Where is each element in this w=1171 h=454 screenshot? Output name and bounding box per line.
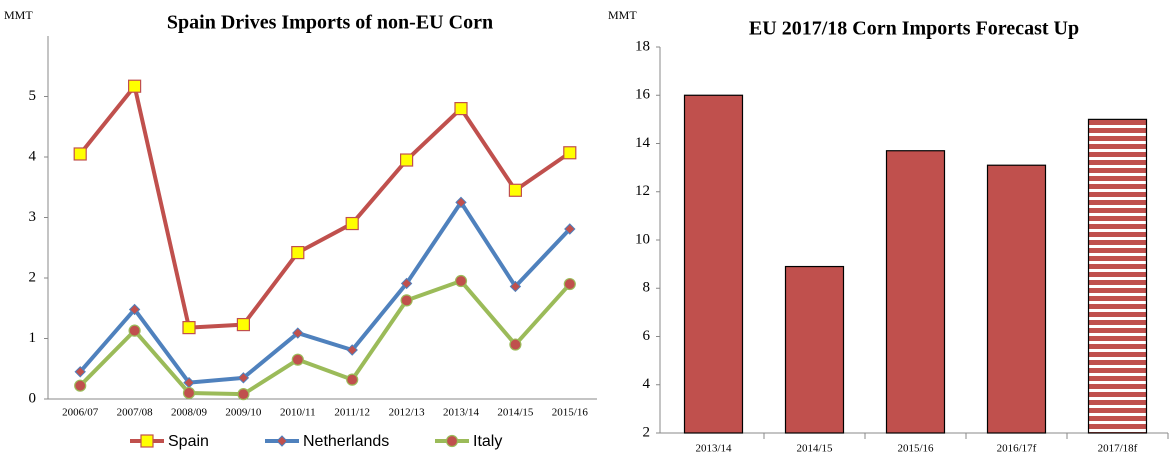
bar xyxy=(986,164,1047,434)
x-tick-label: 2008/09 xyxy=(171,407,208,419)
marker xyxy=(74,366,86,378)
marker xyxy=(237,388,250,401)
unit-label: MMT xyxy=(4,8,33,22)
marker xyxy=(128,324,141,337)
x-tick-label: 2015/16 xyxy=(897,443,934,454)
y-tick-label: 1 xyxy=(29,330,37,346)
x-tick-label: 2013/14 xyxy=(443,407,480,419)
x-tick-label: 2012/13 xyxy=(389,407,426,419)
y-tick-label: 4 xyxy=(643,376,651,392)
line xyxy=(78,200,572,385)
x-tick-label: 2016/17f xyxy=(997,443,1037,454)
y-tick-label: 12 xyxy=(635,183,650,199)
y-tick-label: 14 xyxy=(635,135,651,151)
marker xyxy=(128,303,141,316)
marker xyxy=(509,280,522,293)
marker xyxy=(237,372,250,384)
legend-marker xyxy=(276,435,288,447)
x-tick-label: 2014/15 xyxy=(497,407,534,419)
x-tick-label: 2011/12 xyxy=(334,407,370,419)
marker xyxy=(400,277,413,290)
marker xyxy=(346,344,358,356)
y-tick-label: 4 xyxy=(29,148,37,164)
line xyxy=(78,84,571,330)
marker xyxy=(564,223,576,235)
legend-marker xyxy=(445,434,459,448)
marker xyxy=(346,373,359,386)
bar xyxy=(784,265,845,434)
marker xyxy=(455,196,467,209)
x-tick-label: 2014/15 xyxy=(796,443,833,454)
bar xyxy=(885,150,946,434)
marker xyxy=(454,101,468,116)
line xyxy=(78,279,572,397)
x-tick-label: 2006/07 xyxy=(62,407,99,419)
chart-title: EU 2017/18 Corn Imports Forecast Up xyxy=(749,18,1079,40)
marker xyxy=(291,353,304,366)
marker xyxy=(291,245,305,260)
y-tick-label: 10 xyxy=(635,231,650,247)
legend-label: Italy xyxy=(473,433,502,450)
marker xyxy=(74,379,87,392)
y-tick-label: 16 xyxy=(635,87,651,103)
bar xyxy=(683,94,744,434)
legend-marker xyxy=(140,434,154,448)
marker xyxy=(400,153,414,167)
marker xyxy=(128,79,142,93)
y-tick-label: 2 xyxy=(643,424,651,440)
marker xyxy=(236,317,250,332)
marker xyxy=(508,183,522,197)
legend-label: Netherlands xyxy=(303,433,389,450)
y-tick-label: 5 xyxy=(29,88,37,104)
x-tick-label: 2009/10 xyxy=(225,407,262,419)
marker xyxy=(345,216,359,231)
y-tick-label: 2 xyxy=(29,269,37,285)
marker xyxy=(400,294,413,307)
marker xyxy=(563,277,576,291)
marker xyxy=(292,327,304,339)
y-tick-label: 8 xyxy=(643,280,651,296)
x-tick-label: 2007/08 xyxy=(117,407,154,419)
y-tick-label: 18 xyxy=(635,38,650,54)
marker xyxy=(182,386,196,400)
marker xyxy=(454,274,468,288)
bar xyxy=(1087,118,1148,434)
y-tick-label: 3 xyxy=(29,209,37,225)
x-tick-label: 2015/16 xyxy=(552,407,589,419)
marker xyxy=(509,338,522,351)
x-tick-label: 2017/18f xyxy=(1098,443,1138,454)
y-tick-label: 6 xyxy=(643,328,651,344)
marker xyxy=(73,147,87,161)
x-tick-label: 2010/11 xyxy=(280,407,316,419)
y-tick-label: 0 xyxy=(29,390,37,406)
legend-label: Spain xyxy=(168,433,209,450)
marker xyxy=(182,321,196,335)
chart-title: Spain Drives Imports of non-EU Corn xyxy=(167,12,493,34)
x-tick-label: 2013/14 xyxy=(695,443,732,454)
unit-label: MMT xyxy=(608,8,637,22)
marker xyxy=(563,146,577,160)
